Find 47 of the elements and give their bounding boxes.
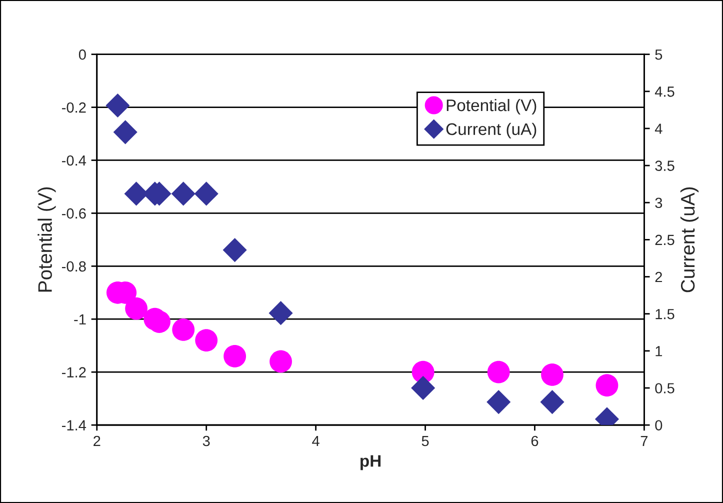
point [224, 344, 246, 368]
y-tick-label: -0.4 [62, 155, 86, 166]
point [222, 238, 247, 262]
y2-tick-label: 5 [655, 50, 662, 60]
point [125, 297, 148, 320]
point [411, 376, 436, 400]
x-tick-label: 5 [422, 436, 429, 446]
y2-tick-label: 2 [655, 272, 662, 282]
y2-tick-label: 4.5 [654, 86, 674, 97]
y2-tick-label: 1 [656, 346, 662, 356]
point [486, 390, 511, 414]
point [171, 182, 196, 206]
y-tick-label: -1.4 [62, 420, 86, 430]
point [106, 93, 130, 118]
y-tick-label: -1 [74, 314, 86, 324]
y2-tick-label: 0 [655, 420, 662, 430]
y-axis-title: Potential (V) [38, 187, 56, 292]
y2-tick-label: 4 [654, 124, 662, 134]
point [194, 182, 218, 206]
y2-axis-title: Current (uA) [680, 187, 699, 292]
y2-tick-label: 3 [655, 198, 662, 208]
point [113, 120, 138, 144]
x-axis-title: pH [360, 455, 381, 470]
point [268, 301, 293, 326]
x-tick-label: 6 [531, 436, 538, 446]
y2-tick-label: 2.5 [655, 234, 674, 246]
x-tick-label: 4 [312, 436, 320, 446]
x-tick-label: 3 [202, 436, 210, 446]
y2-tick-label: 3.5 [655, 160, 674, 171]
legend-label: Potential (V) [446, 98, 536, 115]
point [596, 374, 618, 397]
y-tick-label: -1.2 [62, 367, 86, 378]
point [172, 318, 195, 341]
point [270, 350, 292, 373]
point [541, 364, 564, 386]
point [195, 329, 218, 352]
point [487, 360, 510, 384]
x-tick-label: 2 [94, 436, 100, 446]
y-tick-label: -0.8 [62, 261, 86, 272]
y2-tick-label: 1.5 [656, 309, 674, 320]
y-tick-label: -0.2 [62, 102, 86, 113]
legend-label: Current (uA) [446, 122, 536, 138]
y-tick-label: -0.6 [62, 208, 86, 219]
y2-tick-label: 0.5 [655, 383, 674, 394]
x-tick-label: 7 [640, 436, 648, 446]
point [540, 390, 564, 414]
y-tick-label: 0 [78, 49, 86, 60]
